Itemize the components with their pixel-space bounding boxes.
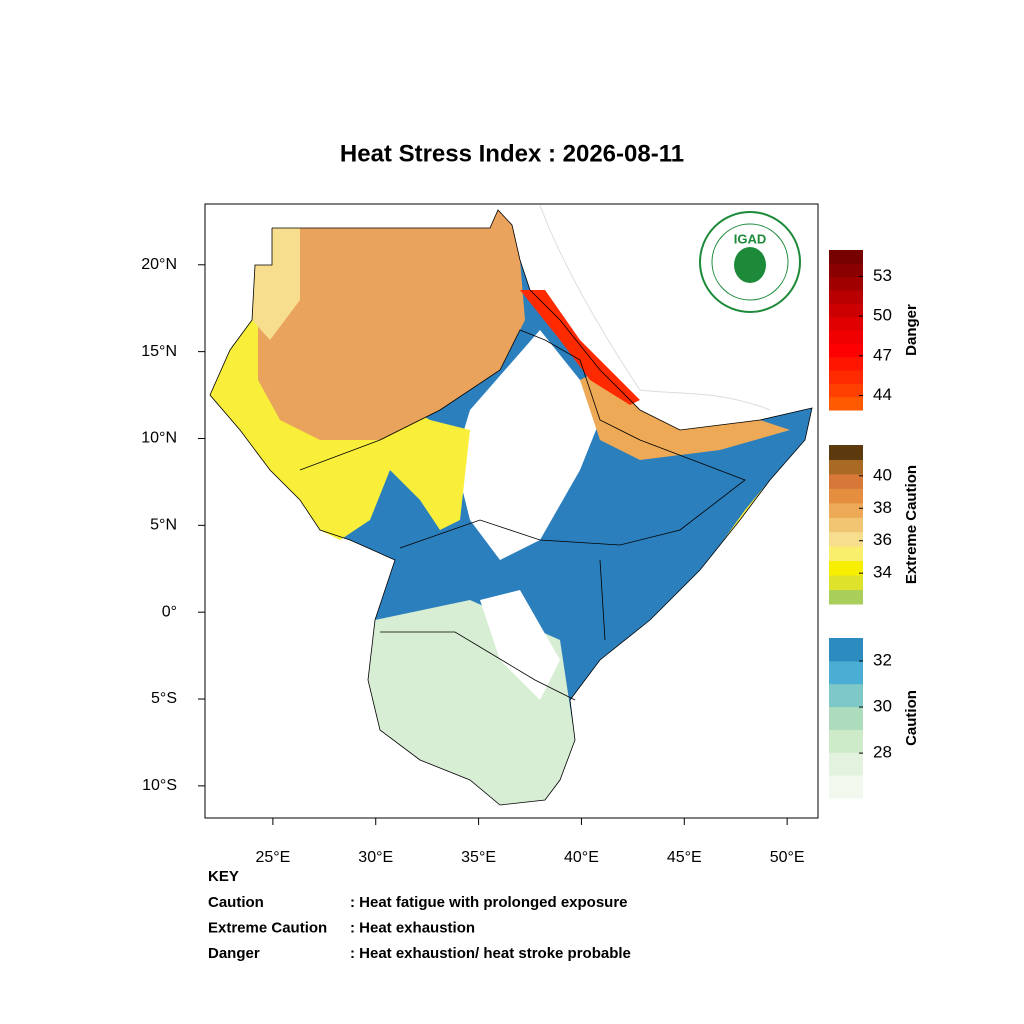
x-tick-label: 40°E — [564, 849, 599, 866]
legend-swatch — [829, 706, 863, 730]
outside-border — [539, 204, 771, 411]
x-tick-label: 50°E — [770, 849, 805, 866]
key-term: Extreme Caution — [208, 919, 327, 936]
legend-swatch — [829, 316, 863, 331]
legend-swatch — [829, 383, 863, 398]
y-tick-label: 0° — [162, 603, 177, 620]
y-tick-label: 5°S — [151, 690, 177, 707]
region-orange — [258, 210, 525, 440]
map-layer — [205, 204, 818, 818]
legend-swatch — [829, 752, 863, 776]
country-border — [299, 329, 746, 549]
legend-title: Caution — [903, 690, 920, 746]
legend-title: Danger — [903, 304, 920, 356]
region-white — [480, 590, 560, 700]
title: Heat Stress Index : 2026-08-11 — [340, 140, 684, 167]
legend-swatch — [829, 488, 863, 504]
legend-tick-label: 40 — [873, 465, 892, 484]
key-title: KEY — [208, 868, 239, 885]
legend-swatch — [829, 517, 863, 533]
legend-tick-label: 50 — [873, 306, 892, 325]
map-frame — [204, 203, 819, 819]
country-border — [599, 559, 606, 641]
x-tick-label: 30°E — [358, 849, 393, 866]
legend-swatch — [829, 589, 863, 605]
legend-tick-label: 36 — [873, 530, 892, 549]
key-term: Danger — [208, 945, 260, 962]
legend-swatch — [829, 683, 863, 708]
x-tick-label: 35°E — [461, 849, 496, 866]
legend-title: Extreme Caution — [903, 465, 920, 584]
key-description: : Heat exhaustion — [350, 919, 475, 936]
legend-swatch — [829, 276, 863, 291]
legend-swatch — [829, 459, 863, 475]
legend-tick-label: 47 — [873, 345, 892, 364]
legend-swatch — [829, 660, 863, 685]
x-tick-label: 25°E — [255, 849, 290, 866]
logo-text: IGAD — [734, 231, 767, 246]
legend-swatch — [829, 330, 863, 344]
legend-swatch — [829, 560, 863, 576]
x-tick-label: 45°E — [667, 849, 702, 866]
legend-swatch — [829, 775, 863, 799]
legend-swatch — [829, 531, 863, 547]
legend-swatch — [829, 263, 863, 278]
legend-tick-label: 30 — [873, 697, 892, 716]
legend-tick-label: 53 — [873, 266, 892, 285]
region-white — [455, 330, 600, 560]
logo: IGAD — [699, 211, 801, 313]
legend-swatch — [829, 729, 863, 753]
y-tick-label: 10°S — [142, 777, 177, 794]
logo-map — [734, 247, 766, 283]
y-tick-label: 5°N — [150, 517, 177, 534]
legend-swatch — [829, 638, 863, 662]
legend-swatch — [829, 343, 863, 358]
legend-swatch — [829, 546, 863, 562]
region-danger — [520, 290, 640, 405]
region-pale — [252, 228, 300, 340]
legend-tick-label: 34 — [873, 563, 892, 582]
legend-swatch — [829, 396, 863, 411]
region-outline — [209, 209, 813, 806]
legend-swatch — [829, 250, 863, 264]
legend-swatch — [829, 575, 863, 591]
legend-tick-label: 28 — [873, 743, 892, 762]
legend-swatch — [829, 502, 863, 518]
key-term: Caution — [208, 894, 264, 911]
legend-swatch — [829, 370, 863, 384]
country-border — [380, 631, 576, 701]
y-tick-label: 10°N — [141, 430, 177, 447]
legend-swatch — [829, 356, 863, 371]
y-tick-label: 20°N — [141, 256, 177, 273]
y-tick-label: 15°N — [141, 343, 177, 360]
legend-tick-label: 44 — [873, 385, 892, 404]
legend-swatch — [829, 303, 863, 318]
logo-inner-ring — [711, 223, 789, 301]
legend-swatch — [829, 473, 863, 489]
legend-swatch — [829, 445, 863, 460]
key-description: : Heat exhaustion/ heat stroke probable — [350, 945, 631, 962]
region-orange-east — [580, 370, 790, 460]
legend-tick-label: 32 — [873, 651, 892, 670]
key-description: : Heat fatigue with prolonged exposure — [350, 894, 628, 911]
legend-tick-label: 38 — [873, 498, 892, 517]
legend-swatch — [829, 290, 863, 304]
